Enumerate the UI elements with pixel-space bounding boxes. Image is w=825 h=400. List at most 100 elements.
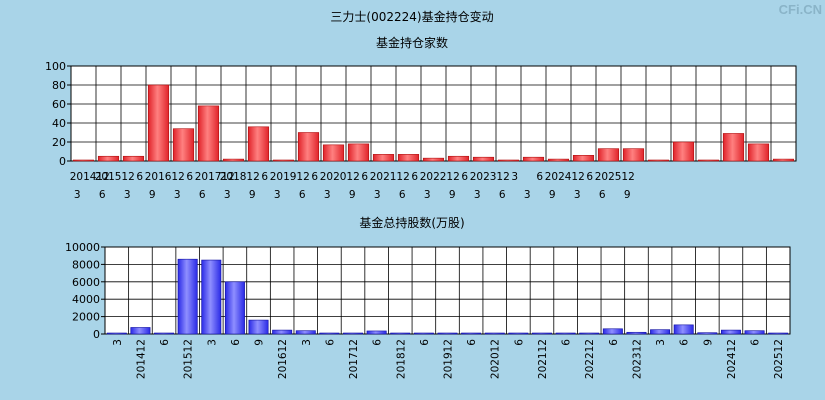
- x-tick-label: 6: [411, 171, 418, 183]
- bar-share-total: [461, 332, 482, 335]
- x-tick-label: 6: [361, 171, 368, 183]
- bar-share-total: [177, 258, 198, 335]
- x-tick-label: 3: [74, 189, 81, 201]
- x-tick-label: 6: [199, 189, 206, 201]
- x-tick-label: 201812: [395, 339, 407, 379]
- x-tick-label: 6: [136, 171, 143, 183]
- x-tick-label: 6: [466, 339, 478, 346]
- x-tick-label: 3: [374, 189, 381, 201]
- x-tick-label: 201912: [270, 171, 310, 183]
- bar-share-total: [484, 332, 505, 335]
- x-tick-label: 202012: [320, 171, 360, 183]
- y-tick-label: 6000: [72, 276, 100, 289]
- x-tick-label: 3: [174, 189, 181, 201]
- page-title: 三力士(002224)基金持仓变动: [330, 9, 493, 24]
- y-tick-label: 40: [52, 117, 66, 130]
- bar-fund-count: [172, 128, 195, 162]
- bar-share-total: [130, 327, 151, 335]
- x-tick-label: 6: [586, 171, 593, 183]
- x-tick-label: 6: [99, 189, 106, 201]
- x-tick-label: 202112: [370, 171, 410, 183]
- x-tick-label: 6: [561, 339, 573, 346]
- x-tick-label: 201712: [195, 171, 235, 183]
- bar-fund-count: [697, 159, 720, 162]
- bar-fund-count: [97, 155, 120, 162]
- x-tick-label: 6: [513, 339, 525, 346]
- x-tick-label: 202212: [420, 171, 460, 183]
- bar-share-total: [295, 330, 316, 335]
- y-tick-label: 80: [52, 79, 66, 92]
- x-tick-label: 6: [261, 171, 268, 183]
- bar-share-total: [224, 281, 245, 335]
- bar-fund-count: [622, 148, 645, 162]
- x-tick-label: 202512: [773, 339, 785, 379]
- bar-share-total: [366, 330, 387, 335]
- x-tick-label: 6: [499, 189, 506, 201]
- x-tick-label: 202412: [545, 171, 585, 183]
- chart2-title: 基金总持股数(万股): [359, 215, 464, 230]
- x-tick-label: 3: [574, 189, 581, 201]
- x-tick-label: 201912: [443, 339, 455, 379]
- y-tick-label: 100: [45, 60, 66, 73]
- bar-share-total: [720, 329, 741, 335]
- x-tick-label: 201512: [95, 171, 135, 183]
- x-tick-label: 9: [702, 339, 714, 346]
- bar-share-total: [413, 332, 434, 335]
- x-tick-label: 202212: [584, 339, 596, 379]
- x-tick-label: 6: [324, 339, 336, 346]
- x-tick-label: 9: [624, 189, 631, 201]
- bar-fund-count: [72, 159, 95, 162]
- bar-fund-count: [672, 141, 695, 162]
- x-tick-label: 3: [655, 339, 667, 346]
- bar-share-total: [555, 332, 576, 335]
- chart2-total-shares: 0 2000 4000 6000 8000 10000 3 201412 6 201512 3 6 9 2…: [65, 241, 791, 379]
- x-tick-label: 202412: [726, 339, 738, 379]
- x-tick-label: 3: [224, 189, 231, 201]
- x-tick-label: 3: [124, 189, 131, 201]
- bar-fund-count: [547, 158, 570, 162]
- x-tick-label: 6: [419, 339, 431, 346]
- bar-share-total: [272, 329, 293, 335]
- bar-fund-count: [397, 154, 420, 162]
- y-tick-label: 10000: [65, 241, 100, 254]
- x-tick-label: 9: [254, 339, 266, 346]
- x-tick-label: 3: [301, 339, 313, 346]
- x-tick-label: 9: [549, 189, 556, 201]
- x-tick-label: 3: [324, 189, 331, 201]
- x-tick-label: 201512: [183, 339, 195, 379]
- x-tick-label: 9: [149, 189, 156, 201]
- x-tick-label: 6: [599, 189, 606, 201]
- x-tick-label: 202312: [631, 339, 643, 379]
- bar-fund-count: [197, 105, 220, 162]
- bar-share-total: [201, 259, 222, 335]
- x-tick-label: 6: [311, 171, 318, 183]
- bar-share-total: [106, 332, 127, 335]
- bar-fund-count: [222, 158, 245, 162]
- y-tick-label: 2000: [72, 311, 100, 324]
- bar-share-total: [248, 319, 269, 335]
- x-tick-label: 6: [372, 339, 384, 346]
- bar-fund-count: [772, 158, 795, 162]
- bar-share-total: [579, 332, 600, 335]
- bar-share-total: [673, 324, 694, 335]
- bar-share-total: [650, 329, 671, 335]
- bar-share-total: [319, 332, 340, 335]
- x-tick-label: 202512: [595, 171, 635, 183]
- x-tick-label: 202012: [490, 339, 502, 379]
- bar-share-total: [508, 332, 529, 335]
- x-tick-label: 3: [112, 339, 124, 346]
- bar-share-total: [154, 332, 175, 335]
- bar-fund-count: [572, 155, 595, 162]
- y-tick-label: 4000: [72, 293, 100, 306]
- x-tick-label: 201412: [70, 171, 110, 183]
- x-tick-label: 3: [206, 339, 218, 346]
- x-tick-label: 202112: [537, 339, 549, 379]
- x-tick-label: 6: [536, 171, 543, 183]
- bar-share-total: [437, 332, 458, 335]
- bar-share-total: [697, 332, 718, 335]
- bar-fund-count: [347, 143, 370, 162]
- x-tick-label: 6: [679, 339, 691, 346]
- x-tick-label: 9: [249, 189, 256, 201]
- chart1-title: 基金持仓家数: [376, 35, 448, 50]
